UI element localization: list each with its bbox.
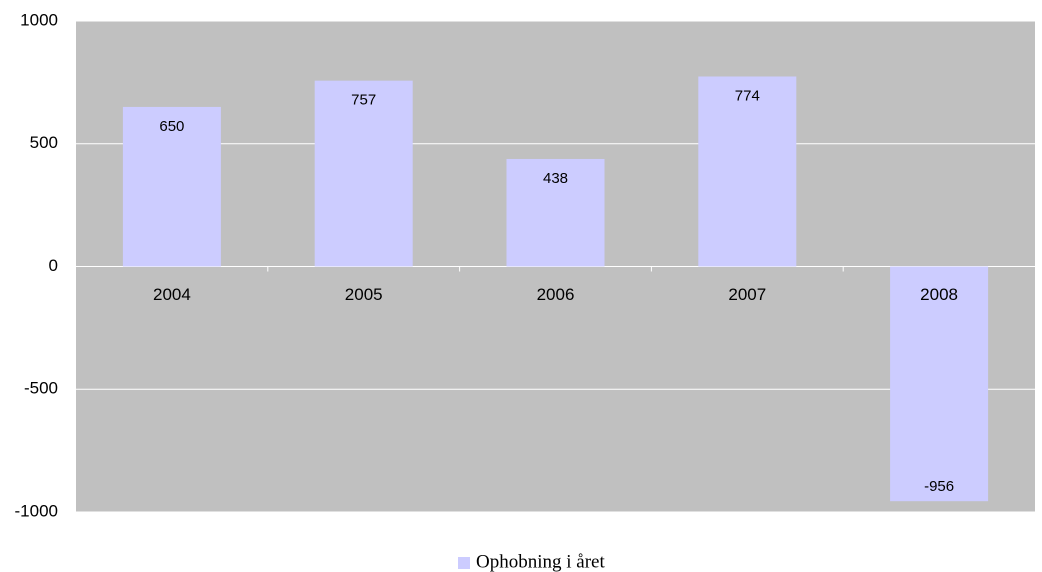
x-tick-label: 2005 — [345, 285, 383, 304]
y-tick-label: -500 — [24, 379, 58, 398]
x-tick-label: 2008 — [920, 285, 958, 304]
legend-label: Ophobning i året — [476, 551, 605, 572]
y-tick-label: 0 — [49, 256, 58, 275]
y-tick-label: -1000 — [15, 501, 58, 520]
data-label: 650 — [159, 118, 184, 135]
bar — [122, 106, 221, 267]
bar — [698, 76, 797, 267]
bar — [314, 80, 413, 267]
legend-swatch — [458, 557, 470, 569]
x-tick-label: 2004 — [153, 285, 191, 304]
data-label: -956 — [924, 478, 954, 495]
bar — [890, 266, 989, 502]
x-tick-label: 2006 — [537, 285, 575, 304]
data-label: 757 — [351, 92, 376, 109]
x-tick-label: 2007 — [728, 285, 766, 304]
data-label: 438 — [543, 170, 568, 187]
y-tick-label: 500 — [30, 133, 58, 152]
y-tick-label: 1000 — [20, 10, 58, 29]
bar — [506, 158, 605, 267]
data-label: 774 — [735, 87, 760, 104]
